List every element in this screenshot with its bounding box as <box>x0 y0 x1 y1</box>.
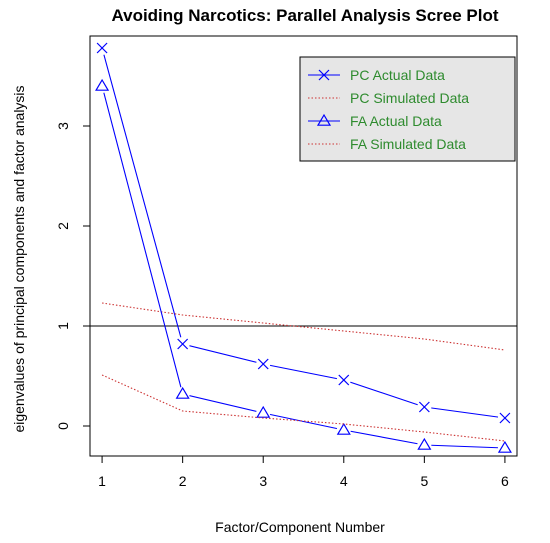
data-point <box>177 338 189 350</box>
legend-marker <box>318 69 330 81</box>
data-point <box>336 422 351 435</box>
x-tick-label: 6 <box>501 473 509 489</box>
series-line-2 <box>101 85 505 449</box>
x-tick-label: 4 <box>340 473 348 489</box>
y-axis-label: eigenvalues of principal components and … <box>11 85 27 432</box>
y-tick-label: 2 <box>55 222 71 230</box>
y-tick-label: 1 <box>55 322 71 330</box>
chart-title: Avoiding Narcotics: Parallel Analysis Sc… <box>111 6 498 25</box>
data-point <box>418 401 430 413</box>
legend-entry: FA Simulated Data <box>350 136 466 152</box>
data-point <box>257 358 269 370</box>
data-point <box>175 386 190 399</box>
y-tick-label: 3 <box>55 122 71 130</box>
data-point <box>338 374 350 386</box>
legend-entry: PC Simulated Data <box>350 90 469 106</box>
x-axis-label: Factor/Component Number <box>215 519 385 535</box>
data-point <box>499 412 511 424</box>
x-tick-label: 5 <box>420 473 428 489</box>
marker-gap <box>336 423 351 437</box>
marker-gap <box>417 438 432 452</box>
legend-entry: FA Actual Data <box>350 113 442 129</box>
marker-gap <box>256 406 271 420</box>
y-tick-label: 0 <box>55 422 71 430</box>
x-tick-label: 3 <box>259 473 267 489</box>
plot-area: 1 2 3 4 5 6 0 1 2 3 <box>55 35 518 489</box>
legend: PC Actual Data PC Simulated Data FA Actua… <box>299 56 516 162</box>
marker-gap <box>95 79 110 93</box>
data-point <box>497 440 512 453</box>
series-line-3 <box>101 374 505 442</box>
marker-gap <box>497 441 512 455</box>
marker-gap <box>175 387 190 401</box>
series-line-0 <box>101 47 505 419</box>
plot-frame <box>89 35 518 457</box>
data-point <box>256 405 271 418</box>
x-tick-label: 2 <box>179 473 187 489</box>
data-point <box>95 78 110 91</box>
legend-entry: PC Actual Data <box>350 67 445 83</box>
legend-box <box>299 56 516 162</box>
series-line-1 <box>102 302 505 351</box>
legend-marker <box>316 113 332 126</box>
x-tick-label: 1 <box>98 473 106 489</box>
data-point <box>417 437 432 450</box>
data-point <box>96 42 108 54</box>
